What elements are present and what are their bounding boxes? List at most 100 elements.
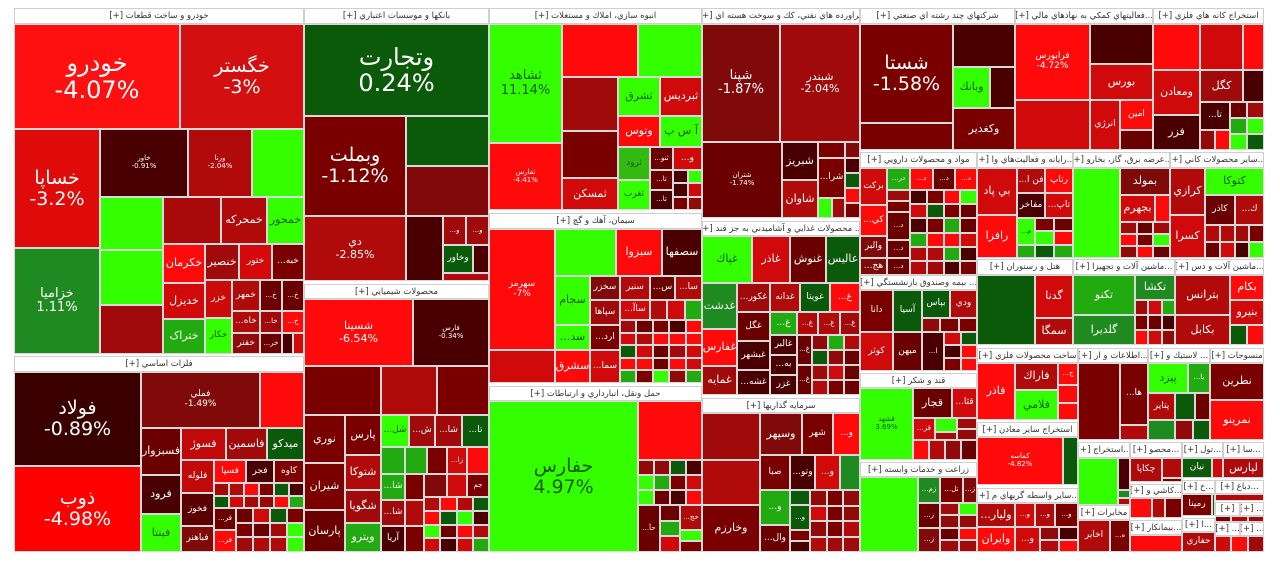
stock-tile[interactable]	[887, 190, 910, 201]
stock-tile[interactable]	[405, 447, 427, 474]
stock-tile[interactable]: شاوان	[782, 180, 818, 218]
stock-tile[interactable]	[1017, 245, 1035, 258]
stock-tile[interactable]: و...	[1055, 503, 1078, 527]
stock-tile[interactable]	[620, 320, 636, 333]
stock-tile[interactable]	[274, 483, 289, 496]
stock-tile[interactable]: تا...	[650, 190, 673, 210]
stock-tile[interactable]: پارسان	[304, 510, 345, 552]
stock-tile[interactable]	[1200, 130, 1215, 150]
stock-tile[interactable]: كتوكا	[1205, 168, 1264, 195]
stock-tile[interactable]	[945, 440, 961, 460]
stock-tile[interactable]	[1220, 242, 1235, 258]
stock-tile[interactable]	[810, 537, 827, 552]
stock-tile[interactable]: شرا...	[818, 158, 845, 198]
stock-tile[interactable]: شل...	[381, 415, 409, 447]
stock-tile[interactable]: تا...	[1200, 102, 1230, 130]
stock-tile[interactable]	[244, 483, 259, 496]
stock-tile[interactable]: ز...	[963, 477, 977, 503]
stock-tile[interactable]: خا...	[260, 311, 282, 333]
stock-tile[interactable]: امين	[1120, 100, 1153, 130]
stock-tile[interactable]: خاه...	[232, 311, 260, 333]
stock-tile[interactable]	[457, 525, 473, 538]
stock-tile[interactable]	[1243, 70, 1264, 102]
stock-tile[interactable]	[669, 370, 686, 383]
stock-tile[interactable]: آ س پ	[660, 116, 702, 147]
stock-tile[interactable]	[405, 526, 424, 552]
stock-tile[interactable]: شسينا -6.54%	[304, 299, 413, 366]
sector-header[interactable]: هتل و رستوران [+]	[977, 259, 1073, 275]
stock-tile[interactable]	[1231, 516, 1248, 522]
stock-tile[interactable]: فلوله	[181, 460, 214, 493]
sector-header[interactable]: ...دباغ [+]	[1215, 480, 1264, 494]
stock-tile[interactable]	[1215, 494, 1264, 501]
stock-tile[interactable]	[845, 173, 860, 188]
stock-tile[interactable]	[1054, 245, 1073, 258]
stock-tile[interactable]: ش...	[409, 415, 435, 447]
stock-tile[interactable]	[1249, 225, 1264, 242]
stock-tile[interactable]	[1120, 234, 1137, 246]
stock-tile[interactable]	[440, 511, 457, 525]
stock-tile[interactable]: ثمسكن	[562, 178, 618, 210]
stock-tile[interactable]	[927, 204, 944, 218]
stock-tile[interactable]: اخابر	[1078, 520, 1110, 552]
stock-tile[interactable]: وتجارت 0.24%	[304, 24, 489, 116]
stock-tile[interactable]	[688, 170, 702, 183]
stock-tile[interactable]	[702, 460, 760, 505]
stock-tile[interactable]: و...	[760, 490, 790, 525]
stock-tile[interactable]	[686, 345, 702, 358]
stock-tile[interactable]	[1162, 300, 1175, 315]
stock-tile[interactable]: خفنر	[232, 333, 260, 354]
stock-tile[interactable]	[270, 508, 287, 523]
stock-tile[interactable]: غدانه	[770, 283, 800, 312]
stock-tile[interactable]	[961, 358, 977, 371]
stock-tile[interactable]	[940, 540, 959, 552]
stock-tile[interactable]: خبه...	[272, 244, 304, 280]
stock-tile[interactable]	[673, 197, 688, 210]
stock-tile[interactable]	[1230, 325, 1247, 345]
stock-tile[interactable]	[1118, 498, 1130, 505]
stock-tile[interactable]	[669, 333, 686, 345]
stock-tile[interactable]	[424, 538, 440, 552]
stock-tile[interactable]	[913, 440, 929, 460]
stock-tile[interactable]: هج...	[860, 258, 887, 275]
stock-tile[interactable]: كرازي	[1170, 168, 1205, 215]
stock-tile[interactable]	[489, 350, 555, 383]
stock-tile[interactable]	[686, 490, 702, 505]
stock-tile[interactable]: وليار...	[977, 503, 1015, 527]
sector-header[interactable]: حمل ونقل، انبارداري و ارتباطات [+]	[489, 386, 702, 401]
stock-tile[interactable]	[844, 350, 860, 365]
stock-tile[interactable]	[660, 536, 680, 552]
stock-tile[interactable]	[860, 477, 918, 552]
stock-tile[interactable]: خنصیر	[205, 244, 239, 280]
stock-tile[interactable]: غكور...	[737, 283, 770, 312]
stock-tile[interactable]	[810, 521, 827, 537]
stock-tile[interactable]: غفارس	[702, 329, 737, 366]
stock-tile[interactable]	[653, 370, 669, 383]
stock-tile[interactable]	[440, 525, 457, 538]
stock-tile[interactable]	[1040, 540, 1059, 552]
stock-tile[interactable]	[260, 372, 304, 428]
stock-tile[interactable]	[977, 275, 1035, 345]
stock-tile[interactable]	[653, 320, 669, 333]
stock-tile[interactable]	[289, 483, 304, 496]
stock-tile[interactable]	[229, 496, 244, 508]
stock-tile[interactable]: فخوز	[181, 493, 214, 526]
sector-header[interactable]: ...سا [+]	[1223, 442, 1264, 458]
stock-tile[interactable]	[944, 261, 960, 275]
stock-tile[interactable]	[1162, 478, 1182, 482]
stock-tile[interactable]	[961, 332, 977, 345]
stock-tile[interactable]	[1035, 218, 1054, 231]
stock-tile[interactable]: و...	[1035, 503, 1055, 527]
stock-tile[interactable]: سمگا	[1035, 318, 1073, 345]
stock-tile[interactable]	[1200, 24, 1243, 70]
stock-tile[interactable]	[405, 474, 424, 500]
stock-tile[interactable]	[473, 245, 489, 273]
stock-tile[interactable]: سا...	[675, 276, 702, 300]
stock-tile[interactable]: وكغدير	[953, 108, 1015, 150]
stock-tile[interactable]	[1205, 242, 1220, 258]
stock-tile[interactable]	[406, 216, 443, 281]
stock-tile[interactable]	[1137, 234, 1153, 246]
stock-tile[interactable]: شهر	[802, 413, 833, 455]
stock-tile[interactable]: و...	[466, 216, 489, 245]
sector-header[interactable]: فلزات اساسي [+]	[14, 356, 304, 372]
